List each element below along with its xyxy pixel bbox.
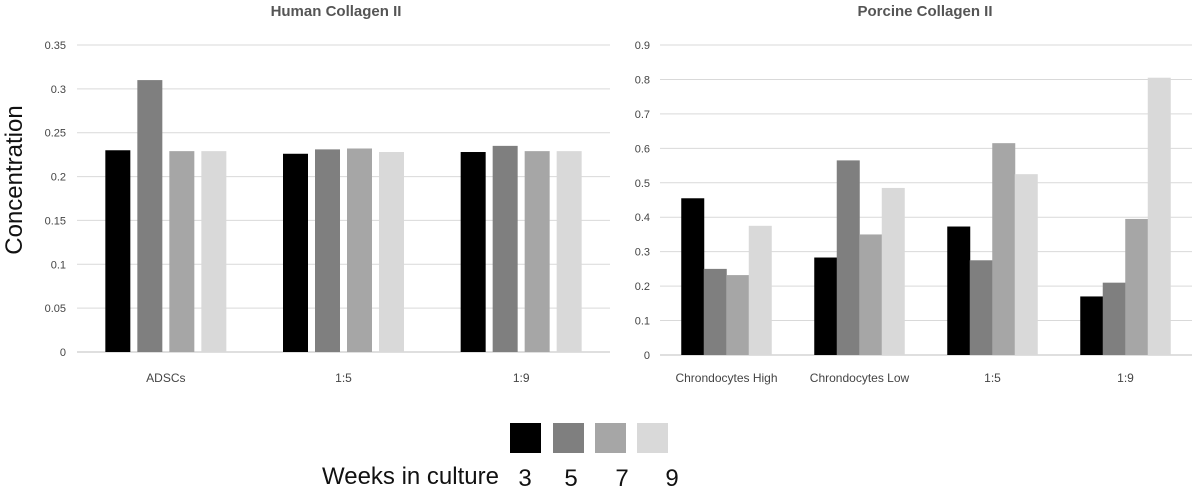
- y-tick-label: 0: [644, 350, 650, 362]
- y-tick-label: 0.35: [45, 40, 66, 52]
- legend-swatch-7: [595, 423, 626, 453]
- bar-week-7: [169, 151, 195, 352]
- y-tick-label: 0.1: [635, 316, 650, 328]
- x-category-label: 1:5: [335, 371, 352, 385]
- bar-week-5: [137, 80, 163, 352]
- bar-week-3: [1080, 296, 1104, 355]
- legend-label-3: 3: [518, 465, 531, 490]
- bar-week-9: [201, 151, 227, 352]
- bar-week-3: [681, 198, 705, 355]
- chart-porcine-collagen: Porcine Collagen II 0 0.1 0.2 0.3 0.4 0.5 0.6 0.…: [635, 3, 1192, 385]
- bar-week-7: [859, 234, 883, 355]
- y-tick-label: 0.6: [635, 143, 650, 155]
- y-tick-label: 0.7: [635, 109, 650, 121]
- bar-week-7: [347, 148, 372, 352]
- bar-week-9: [748, 225, 772, 355]
- legend-label-5: 5: [564, 465, 577, 490]
- bar-week-7: [992, 143, 1016, 355]
- bar-week-9: [1014, 174, 1038, 355]
- x-category-label: 1:9: [1117, 371, 1134, 385]
- y-tick-label: 0.8: [635, 74, 650, 86]
- y-tick-label: 0.4: [635, 212, 650, 224]
- y-tick-label: 0.2: [51, 172, 66, 184]
- legend-title: Weeks in culture: [322, 463, 499, 490]
- y-tick-label: 0.3: [51, 84, 66, 96]
- bar-week-5: [1102, 282, 1126, 355]
- bar-week-5: [703, 268, 727, 355]
- x-category-label: ADSCs: [146, 371, 185, 385]
- y-tick-label: 0.1: [51, 259, 66, 271]
- legend-swatch-9: [637, 423, 668, 453]
- y-tick-label: 0.25: [45, 128, 66, 140]
- y-tick-label: 0.9: [635, 40, 650, 52]
- bar-week-5: [836, 160, 860, 355]
- legend-swatch-3: [510, 423, 541, 453]
- bar-week-3: [105, 150, 131, 352]
- x-category-label: 1:5: [984, 371, 1001, 385]
- y-tick-label: 0.05: [45, 303, 66, 315]
- bar-week-9: [379, 152, 404, 352]
- y-tick-label: 0.5: [635, 178, 650, 190]
- bar-week-9: [1147, 77, 1171, 355]
- x-category-label: Chrondocytes High: [675, 371, 777, 385]
- bar-week-3: [947, 226, 971, 355]
- bar-week-5: [315, 149, 340, 352]
- bar-week-5: [492, 145, 518, 352]
- y-tick-label: 0.2: [635, 281, 650, 293]
- chart-human-collagen: Human Collagen II 0 0.05 0.1 0.15 0.2 0.25 0.3 0…: [45, 3, 610, 385]
- y-tick-label: 0.3: [635, 247, 650, 259]
- bar-week-7: [726, 275, 750, 355]
- legend: Weeks in culture 3 5 7 9: [322, 423, 679, 490]
- chart-title: Porcine Collagen II: [857, 3, 992, 20]
- bar-week-9: [881, 187, 905, 355]
- bar-week-7: [1125, 218, 1149, 355]
- legend-label-7: 7: [615, 465, 628, 490]
- y-tick-label: 0.15: [45, 215, 66, 227]
- bar-week-3: [283, 153, 308, 352]
- bar-week-9: [556, 151, 582, 352]
- legend-swatch-5: [553, 423, 584, 453]
- y-tick-label: 0: [60, 347, 66, 359]
- chart-title: Human Collagen II: [271, 3, 402, 20]
- bar-week-7: [524, 151, 550, 352]
- x-category-label: Chrondocytes Low: [810, 371, 910, 385]
- bar-week-3: [814, 257, 838, 355]
- bar-week-5: [969, 260, 993, 355]
- bar-week-3: [460, 152, 486, 352]
- legend-label-9: 9: [665, 465, 678, 490]
- y-axis-label: Concentration: [1, 105, 28, 254]
- x-category-label: 1:9: [513, 371, 530, 385]
